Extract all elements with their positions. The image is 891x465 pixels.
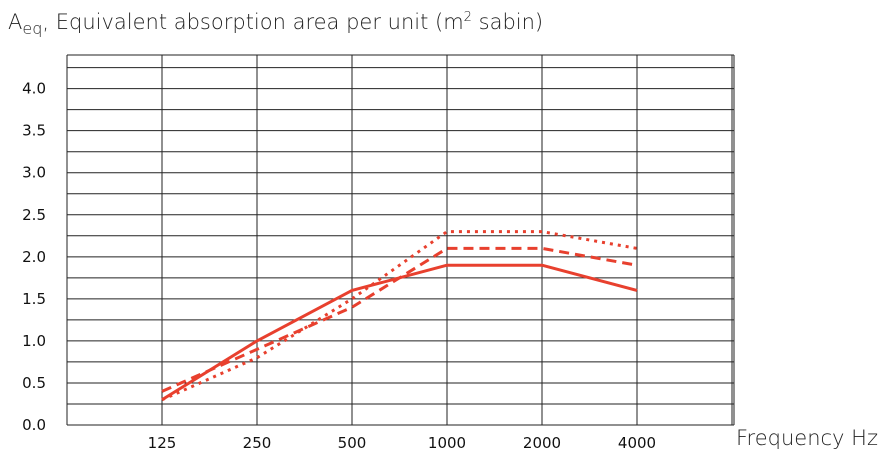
y-tick-label: 2.0 [22,248,46,266]
y-axis-label-symbol: A [8,10,23,34]
y-axis-label-unit: sabin) [471,10,544,34]
series-line-dotted [161,230,638,402]
y-axis-label-subscript: eq [22,19,43,39]
y-tick-label: 0.5 [22,374,46,392]
x-tick-label: 4000 [618,434,656,452]
y-axis-label-superscript: 2 [463,10,472,25]
x-tick-label: 125 [148,434,177,452]
x-tick-label: 2000 [523,434,561,452]
y-axis-label: Aeq, Equivalent absorption area per unit… [8,10,543,38]
x-tick-labels: 125 250 500 1000 2000 4000 [148,434,656,452]
chart-series [161,230,638,402]
y-axis-label-text: , Equivalent absorption area per unit (m [42,10,464,34]
y-tick-label: 1.5 [22,290,46,308]
y-tick-label: 0.0 [22,416,46,434]
y-tick-label: 4.0 [22,80,46,98]
y-tick-label: 1.0 [22,332,46,350]
series-line-dashed [161,246,638,393]
series-line-solid [161,263,638,402]
y-tick-label: 3.5 [22,122,46,140]
y-tick-label: 3.0 [22,164,46,182]
x-axis-label: Frequency Hz [736,426,878,450]
x-tick-label: 250 [243,434,272,452]
y-tick-labels: 0.0 0.5 1.0 1.5 2.0 2.5 3.0 3.5 4.0 [22,80,46,434]
x-tick-label: 500 [338,434,367,452]
chart-grid [66,54,735,426]
y-tick-label: 2.5 [22,206,46,224]
x-tick-label: 1000 [428,434,466,452]
